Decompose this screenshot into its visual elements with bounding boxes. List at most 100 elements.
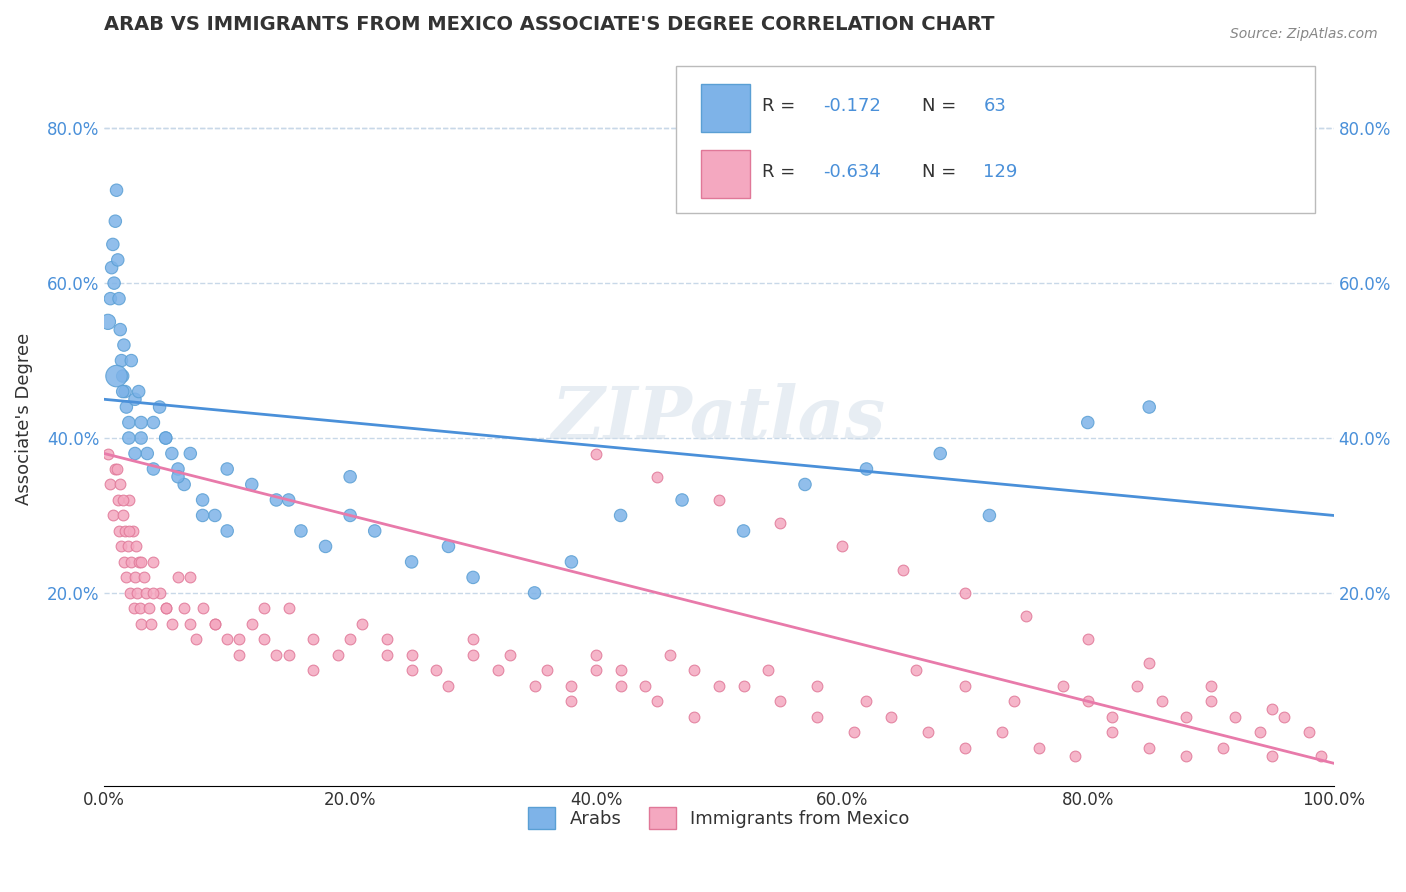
Point	[401, 648, 423, 662]
Point	[425, 663, 447, 677]
Point	[100, 477, 122, 491]
Point	[142, 586, 165, 600]
Point	[155, 431, 177, 445]
Point	[1077, 694, 1099, 708]
Text: N =: N =	[922, 97, 962, 115]
FancyBboxPatch shape	[676, 65, 1315, 212]
Point	[756, 663, 779, 677]
Point	[585, 446, 607, 460]
Point	[155, 431, 177, 445]
Point	[1274, 710, 1296, 724]
Point	[769, 694, 792, 708]
Point	[683, 663, 706, 677]
Point	[167, 469, 190, 483]
Point	[118, 416, 141, 430]
Point	[228, 648, 250, 662]
Y-axis label: Associate's Degree: Associate's Degree	[15, 333, 32, 505]
Text: 129: 129	[983, 163, 1018, 181]
Point	[240, 616, 263, 631]
Point	[115, 570, 138, 584]
Point	[880, 710, 903, 724]
Point	[139, 616, 162, 631]
Point	[560, 694, 582, 708]
Point	[339, 508, 361, 523]
Point	[904, 663, 927, 677]
Point	[108, 292, 131, 306]
Point	[1015, 609, 1038, 624]
Point	[806, 679, 828, 693]
Point	[101, 508, 124, 523]
Point	[114, 524, 136, 538]
Text: R =: R =	[762, 97, 801, 115]
Point	[437, 540, 460, 554]
Point	[111, 384, 134, 399]
Point	[240, 477, 263, 491]
Point	[536, 663, 558, 677]
Point	[118, 431, 141, 445]
Point	[302, 632, 325, 647]
Point	[1064, 748, 1087, 763]
Point	[111, 492, 134, 507]
Point	[1150, 694, 1173, 708]
Point	[253, 601, 276, 615]
Point	[1137, 656, 1160, 670]
Point	[1199, 694, 1222, 708]
Point	[917, 725, 939, 739]
FancyBboxPatch shape	[700, 84, 749, 132]
Point	[671, 492, 693, 507]
Point	[110, 323, 132, 337]
Point	[127, 586, 149, 600]
Text: 63: 63	[983, 97, 1007, 115]
Point	[120, 353, 142, 368]
Point	[609, 679, 631, 693]
Point	[953, 679, 976, 693]
Point	[155, 601, 177, 615]
Point	[1137, 400, 1160, 414]
Point	[707, 679, 730, 693]
Point	[315, 540, 337, 554]
Point	[560, 679, 582, 693]
Point	[1002, 694, 1025, 708]
Point	[105, 183, 128, 197]
Point	[339, 469, 361, 483]
Point	[155, 601, 177, 615]
FancyBboxPatch shape	[700, 150, 749, 198]
Point	[129, 616, 152, 631]
Point	[128, 555, 150, 569]
Point	[277, 492, 299, 507]
Point	[191, 601, 214, 615]
Point	[1077, 632, 1099, 647]
Point	[117, 540, 139, 554]
Point	[523, 586, 546, 600]
Point	[104, 214, 127, 228]
Point	[179, 570, 201, 584]
Point	[148, 586, 170, 600]
Point	[1137, 740, 1160, 755]
Text: Source: ZipAtlas.com: Source: ZipAtlas.com	[1230, 27, 1378, 41]
Point	[121, 524, 143, 538]
Point	[1175, 710, 1198, 724]
Point	[1310, 748, 1333, 763]
Point	[104, 462, 127, 476]
Point	[523, 679, 546, 693]
Point	[129, 555, 152, 569]
Point	[103, 276, 125, 290]
Point	[769, 516, 792, 531]
Point	[135, 586, 157, 600]
Point	[1212, 740, 1234, 755]
Point	[401, 555, 423, 569]
Point	[683, 710, 706, 724]
Point	[277, 648, 299, 662]
Point	[707, 492, 730, 507]
Point	[461, 632, 484, 647]
Text: -0.172: -0.172	[824, 97, 882, 115]
Point	[115, 400, 138, 414]
Point	[979, 508, 1001, 523]
Point	[609, 508, 631, 523]
Point	[1028, 740, 1050, 755]
Point	[138, 601, 160, 615]
Point	[375, 632, 398, 647]
Point	[105, 369, 128, 384]
Point	[855, 462, 877, 476]
Point	[186, 632, 208, 647]
